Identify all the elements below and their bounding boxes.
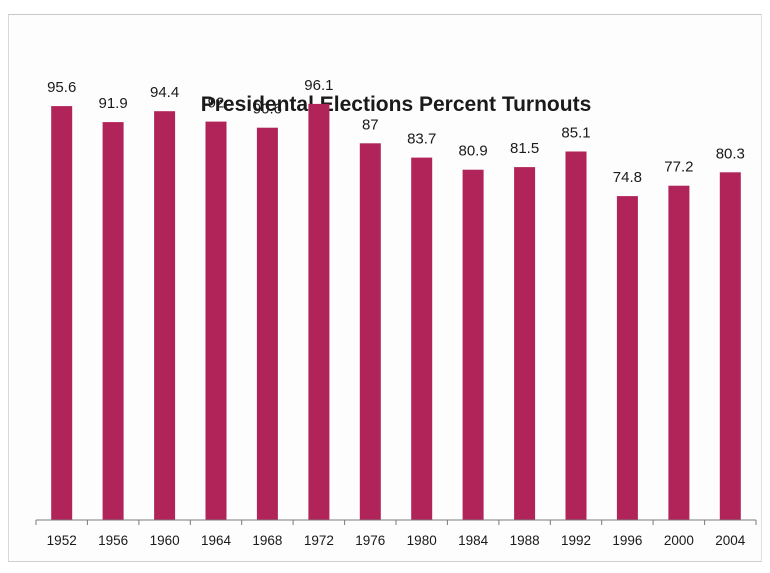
- bar-1980: [411, 157, 433, 520]
- x-tick-label-1996: 1996: [612, 533, 642, 548]
- bar-1972: [308, 103, 330, 521]
- value-label-1964: 92: [208, 95, 225, 112]
- x-tick-labels-group: 1952 1956 1960 1964 1968 1972 1976 1980 1984 1988…: [47, 533, 746, 548]
- value-label-1992: 85.1: [561, 125, 590, 142]
- x-tick-label-1972: 1972: [304, 533, 334, 548]
- bar-1964: [205, 121, 227, 520]
- x-tick-label-1952: 1952: [47, 533, 77, 548]
- x-tick-label-1968: 1968: [252, 533, 282, 548]
- x-tick-label-1960: 1960: [150, 533, 180, 548]
- value-label-1976: 87: [362, 116, 379, 133]
- bar-1956: [102, 122, 124, 520]
- x-axis-ticks: [35, 520, 757, 525]
- bar-1976: [359, 143, 381, 521]
- bar-2000: [668, 185, 690, 520]
- value-label-1984: 80.9: [458, 143, 487, 160]
- bar-1984: [462, 169, 484, 520]
- bar-1992: [565, 151, 587, 520]
- value-label-1996: 74.8: [613, 169, 642, 186]
- value-labels-group: 95.6 91.9 94.4 92 90.6 96.1 87 83.7 80.9 81.5 85.1…: [47, 77, 745, 186]
- x-tick-label-1992: 1992: [561, 533, 591, 548]
- value-label-2000: 77.2: [664, 159, 693, 176]
- x-tick-label-1956: 1956: [98, 533, 128, 548]
- value-label-1952: 95.6: [47, 79, 76, 96]
- x-tick-label-1984: 1984: [458, 533, 489, 548]
- value-label-1980: 83.7: [407, 131, 436, 148]
- value-label-2004: 80.3: [716, 145, 745, 162]
- bar-2004: [719, 172, 741, 521]
- value-label-1972: 96.1: [304, 77, 333, 94]
- x-tick-label-2000: 2000: [664, 533, 694, 548]
- value-label-1956: 91.9: [98, 95, 127, 112]
- value-label-1988: 81.5: [510, 140, 539, 157]
- value-label-1960: 94.4: [150, 84, 179, 101]
- bar-1996: [616, 196, 638, 520]
- x-tick-label-2004: 2004: [715, 533, 746, 548]
- bar-1968: [256, 127, 278, 520]
- x-tick-label-1988: 1988: [510, 533, 540, 548]
- bar-1988: [514, 167, 536, 520]
- bar-1960: [154, 111, 176, 520]
- bar-1952: [51, 106, 73, 520]
- x-tick-label-1964: 1964: [201, 533, 232, 548]
- x-tick-label-1976: 1976: [355, 533, 385, 548]
- x-tick-label-1980: 1980: [407, 533, 437, 548]
- chart-title: Presidental Elections Percent Turnouts: [201, 93, 592, 116]
- value-label-1968: 90.6: [253, 101, 282, 118]
- bars-group: [51, 103, 741, 521]
